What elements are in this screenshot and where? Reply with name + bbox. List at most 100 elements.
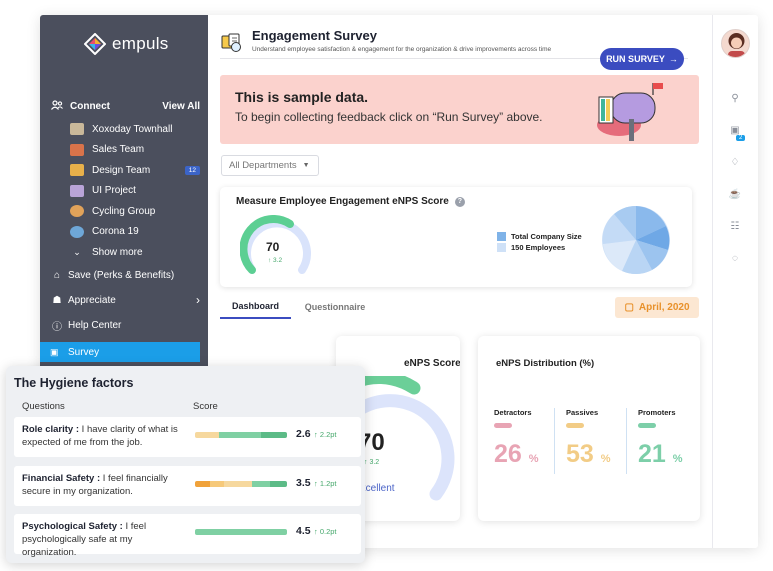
department-select-value: All Departments — [229, 160, 297, 171]
enps-summary-title-text: Measure Employee Engagement eNPS Score — [236, 196, 449, 207]
passives-label: Passives — [566, 408, 599, 417]
score-value: 3.5 — [296, 477, 311, 489]
calendar-icon: ▢ — [624, 302, 634, 313]
clipboard-icon[interactable]: ☷ — [730, 220, 740, 232]
score-delta: ↑ 2.2pt — [314, 430, 337, 439]
enps-rating-label: Excellent — [354, 483, 395, 494]
right-rail: ⚲ ▣ ♢ 2 ☕ ☷ ◌ — [712, 15, 758, 548]
gauge-fill — [240, 215, 294, 274]
sidebar-item-label: UI Project — [92, 185, 136, 197]
empuls-logo-icon — [84, 33, 106, 55]
question-body: I have clarity of what is expected of me… — [22, 424, 178, 448]
avatar[interactable] — [721, 29, 750, 58]
tag-icon: ⌂ — [53, 269, 61, 281]
question-text: Role clarity : I have clarity of what is… — [22, 423, 187, 449]
promoters-unit: % — [672, 453, 683, 465]
tab-questionnaire[interactable]: Questionnaire — [304, 302, 366, 312]
notification-badge: 2 — [736, 135, 746, 141]
search-icon[interactable]: ⚲ — [731, 92, 739, 104]
connect-label: Connect — [70, 101, 110, 112]
arrow-right-icon: → — [668, 54, 678, 64]
score-bar — [195, 481, 287, 487]
bell-icon[interactable]: ♢ — [730, 156, 740, 168]
table-row[interactable]: Role clarity : I have clarity of what is… — [14, 417, 361, 457]
logo-text: empuls — [112, 34, 169, 53]
score-column-header: Score — [193, 401, 218, 412]
distribution-detractors: Detractors 26 % — [494, 408, 560, 469]
question-title: Financial Safety : — [22, 473, 101, 484]
table-row[interactable]: Psychological Safety : I feel psychologi… — [14, 514, 361, 558]
score-bar-segment — [195, 481, 210, 487]
cup-icon[interactable]: ☕ — [728, 188, 742, 200]
help-circle-icon: ⓘ — [52, 321, 62, 333]
questions-column-header: Questions — [22, 401, 65, 412]
sidebar-item-save[interactable]: ⌂ Save (Perks & Benefits) — [50, 266, 200, 284]
page-title: Engagement Survey — [252, 28, 377, 43]
sidebar-item-label: Corona 19 — [92, 226, 139, 238]
sidebar-item-label: Help Center — [68, 319, 122, 331]
sidebar-item-label: Save (Perks & Benefits) — [68, 269, 175, 281]
enps-summary-card: Measure Employee Engagement eNPS Score ?… — [220, 187, 692, 287]
sales-icon — [70, 143, 84, 156]
question-body: I feel financially secure in my organiza… — [22, 473, 168, 497]
sidebar-item-label: Cycling Group — [92, 205, 156, 217]
help-icon[interactable]: ? — [454, 196, 465, 207]
show-more-button[interactable]: ⌄ Show more — [70, 242, 200, 263]
logo[interactable]: empuls — [84, 33, 169, 55]
trophy-icon: ☗ — [52, 294, 62, 306]
cycling-icon — [70, 205, 84, 218]
distribution-passives: Passives 53 % — [566, 408, 632, 469]
enps-score-title-text: eNPS Score — [404, 358, 460, 369]
enps-score-title: eNPS Score ? — [404, 358, 460, 369]
header-divider — [220, 58, 688, 59]
score-delta: ↑ 0.2pt — [314, 527, 337, 536]
legend-size-label: Total Company Size — [511, 232, 582, 241]
run-survey-button[interactable]: RUN SURVEY → — [600, 48, 684, 70]
survey-header-icon — [221, 33, 241, 52]
sidebar-item-corona-19[interactable]: Corona 19 — [70, 222, 200, 243]
sidebar-item-cycling-group[interactable]: Cycling Group — [70, 201, 200, 222]
department-select[interactable]: All Departments ▼ — [221, 155, 319, 176]
promoters-number: 21 — [638, 440, 666, 468]
sidebar-item-ui-project[interactable]: UI Project — [70, 181, 200, 202]
sidebar-item-label: Appreciate — [68, 294, 116, 306]
enps-mini-delta: ↑ 3.2 — [268, 257, 283, 264]
tab-dashboard[interactable]: Dashboard — [220, 295, 291, 319]
legend-swatch — [497, 232, 506, 241]
project-icon — [70, 184, 84, 197]
question-title: Psychological Safety : — [22, 521, 123, 532]
passives-number: 53 — [566, 440, 594, 468]
enps-distribution-card: eNPS Distribution (%) Detractors 26 % Pa… — [478, 336, 700, 521]
score-bar-segment — [270, 481, 287, 487]
sidebar-item-help-center[interactable]: ⓘ Help Center — [50, 316, 200, 334]
hygiene-factors-card: The Hygiene factors Questions Score Role… — [6, 366, 365, 563]
table-row[interactable]: Financial Safety : I feel financially se… — [14, 466, 361, 506]
score-bar-segment — [195, 432, 219, 438]
view-all-link[interactable]: View All — [162, 101, 200, 112]
sidebar-item-appreciate[interactable]: ☗ Appreciate › — [50, 291, 200, 309]
profile-card-icon[interactable]: ▣ — [730, 124, 740, 136]
score-bar-segment — [209, 481, 225, 487]
question-body: I feel psychologically safe at my organi… — [22, 521, 147, 558]
big-gauge-fill — [336, 376, 421, 501]
distribution-promoters: Promoters 21 % — [638, 408, 704, 469]
sidebar-item-design-team[interactable]: Design Team 12 — [70, 160, 200, 181]
chat-icon[interactable]: ◌ — [732, 252, 738, 264]
detractors-unit: % — [528, 453, 539, 465]
detractors-label: Detractors — [494, 408, 532, 417]
banner-title: This is sample data. — [235, 89, 369, 105]
company-size-pie — [602, 205, 670, 275]
avatar-image-icon — [722, 30, 749, 57]
sidebar-item-townhall[interactable]: Xoxoday Townhall — [70, 119, 200, 140]
enps-big-delta: ↑ 3.2 — [364, 459, 380, 466]
chevron-down-icon: ⌄ — [73, 247, 81, 258]
sidebar-item-survey[interactable]: ▣ Survey — [40, 342, 200, 362]
promoters-swatch — [638, 423, 656, 428]
sample-data-banner: This is sample data. To begin collecting… — [220, 75, 699, 144]
unread-count-badge: 12 — [184, 165, 200, 175]
score-bar — [195, 432, 287, 438]
date-picker[interactable]: ▢ April, 2020 — [615, 297, 699, 318]
design-icon — [70, 164, 84, 177]
legend-employees: 150 Employees — [497, 242, 582, 253]
sidebar-item-sales-team[interactable]: Sales Team — [70, 140, 200, 161]
